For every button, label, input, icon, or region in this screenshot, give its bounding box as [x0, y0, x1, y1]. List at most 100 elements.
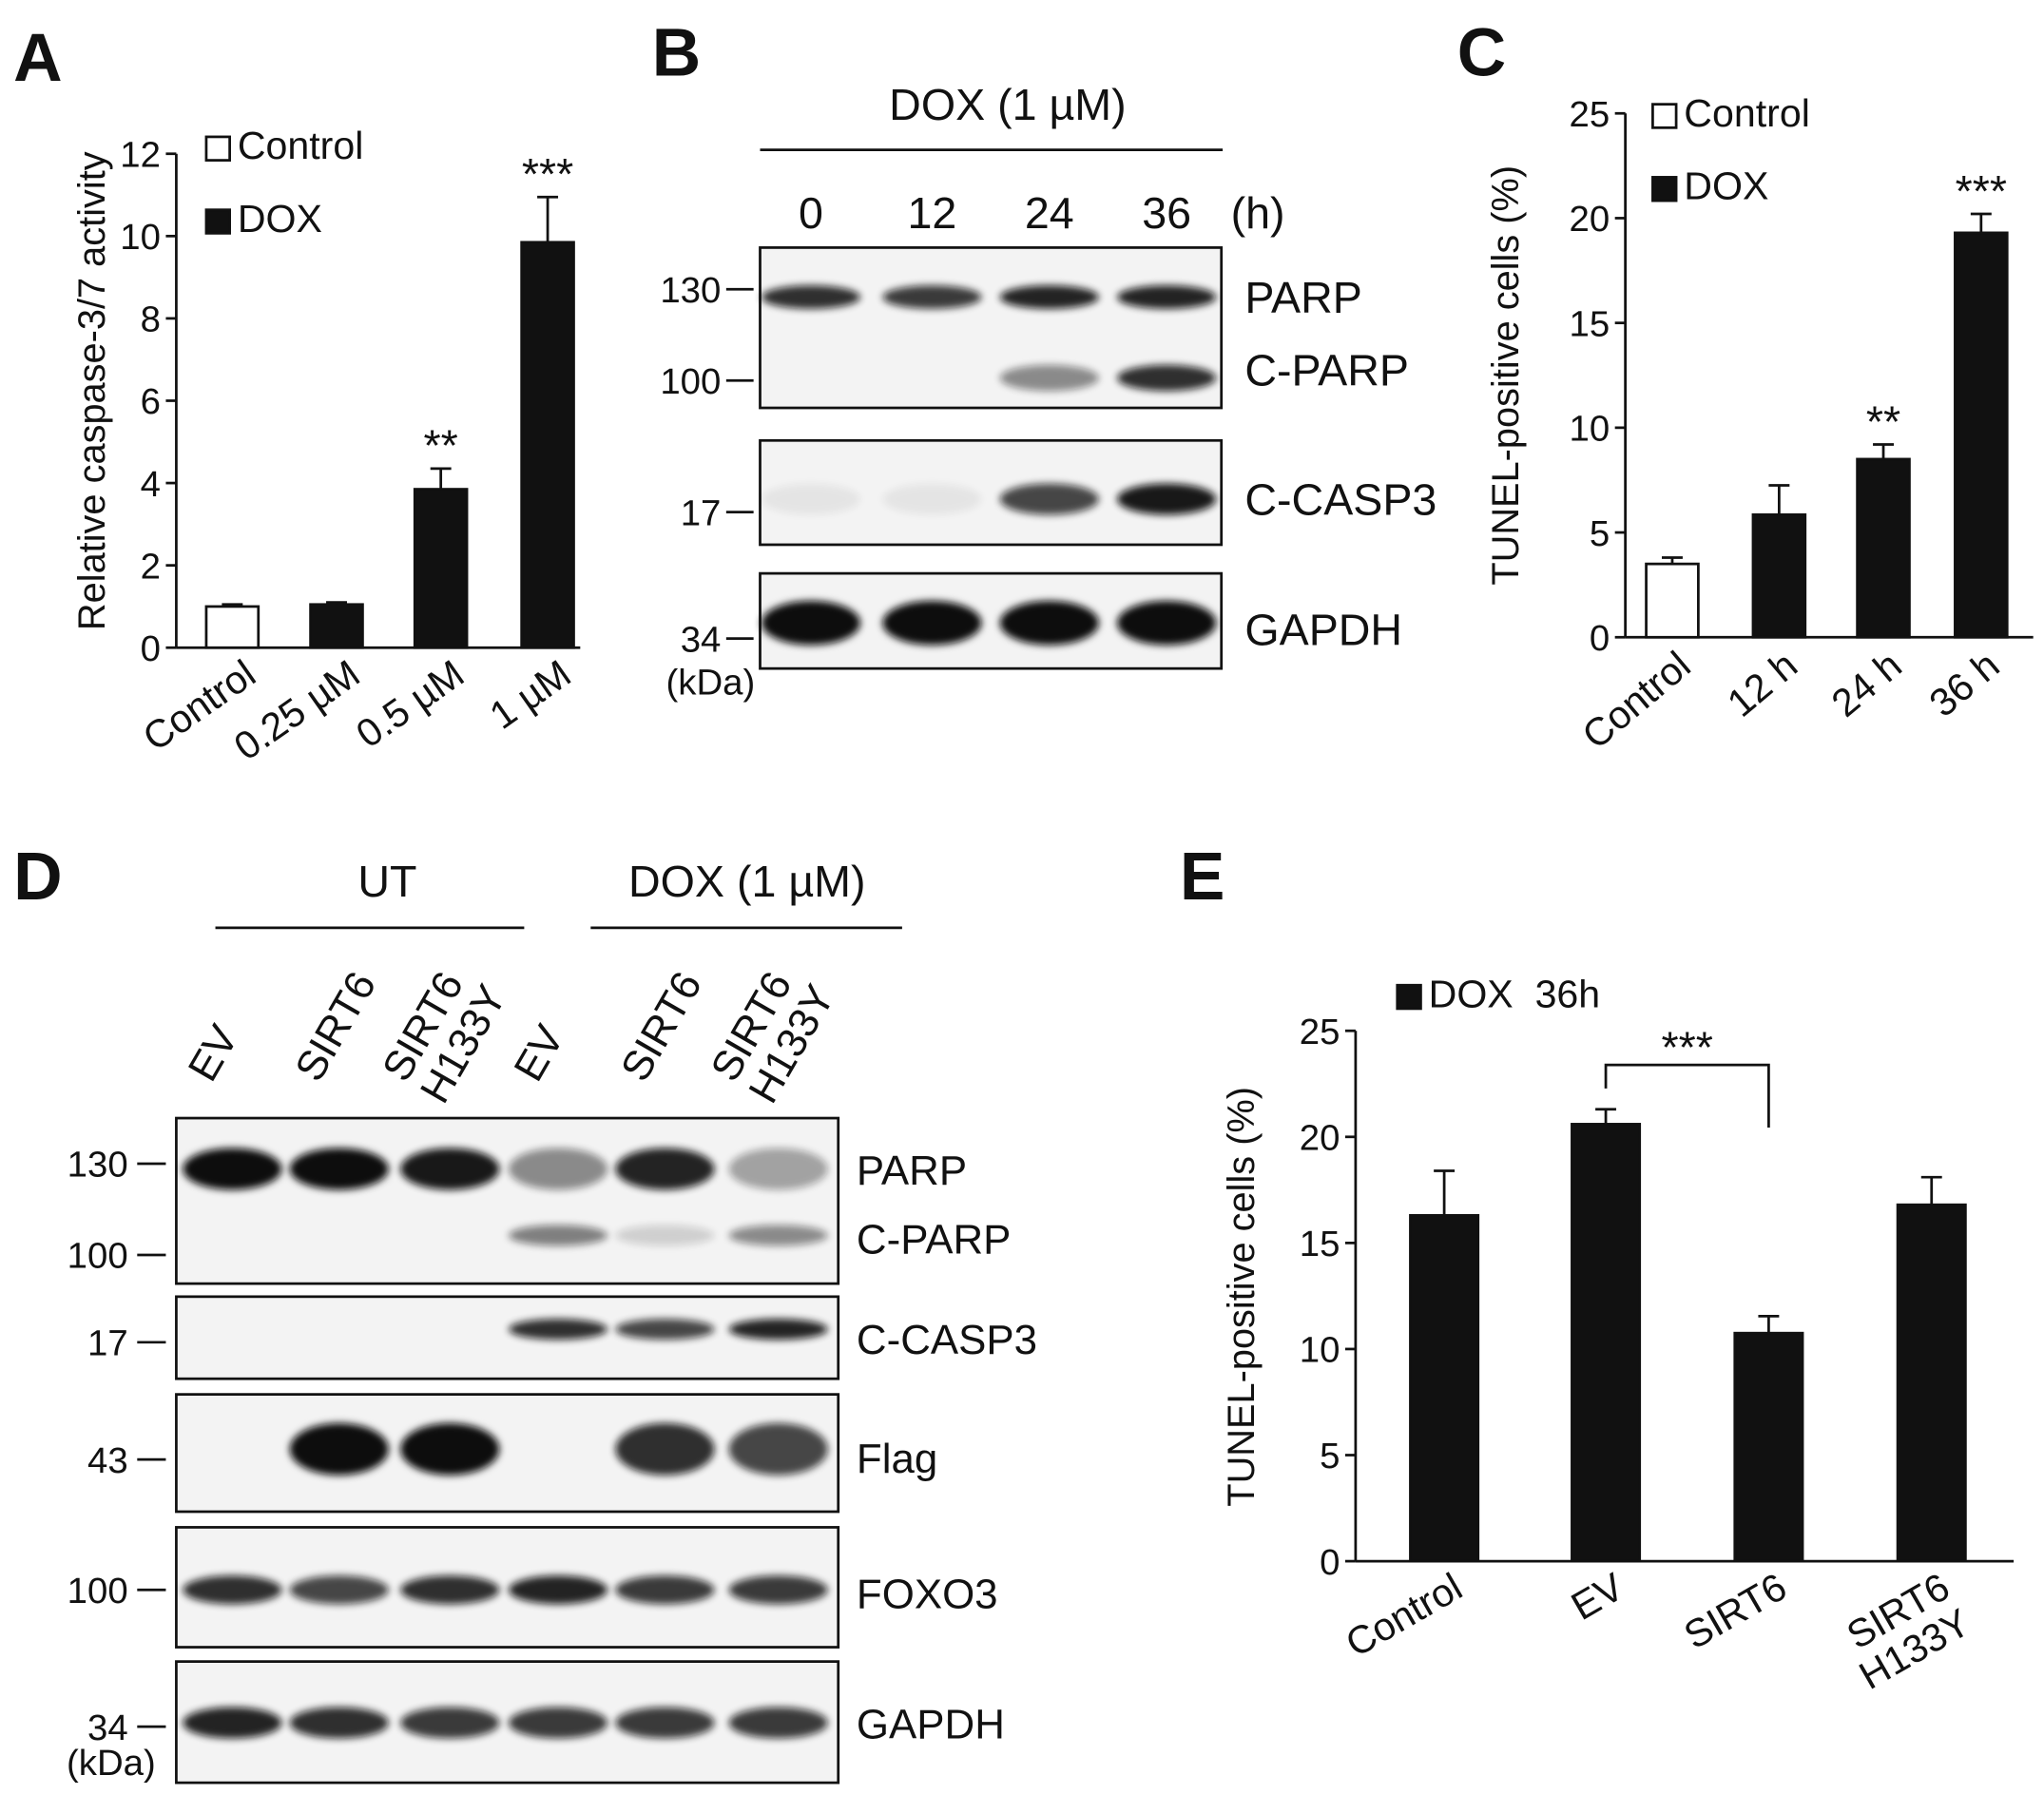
x-tick-label: SIRT6H133Y: [1831, 1565, 1977, 1698]
y-tick-label: 25: [1300, 1012, 1340, 1052]
bar: [309, 603, 364, 649]
bar: [413, 488, 469, 649]
blot-band: [999, 600, 1099, 646]
blot-box: [175, 1116, 840, 1285]
x-tick-label: Control: [1574, 643, 1699, 757]
y-tick-label: 4: [141, 464, 161, 505]
x-tick-label: SIRT6: [1677, 1565, 1794, 1658]
significance-bracket: [1604, 1063, 1770, 1128]
error-bar: [1758, 1314, 1780, 1334]
bar: [204, 605, 260, 649]
y-axis-label: TUNEL-positive cells (%): [1221, 1087, 1263, 1507]
y-tick-label: 20: [1300, 1117, 1340, 1158]
y-tick-label: 2: [141, 546, 161, 587]
lane-label: SIRT6: [612, 964, 711, 1089]
blot-band: [728, 1707, 828, 1739]
legend-swatch: [204, 135, 231, 162]
blot-band: [999, 364, 1099, 392]
x-tick-label: Control: [1339, 1565, 1470, 1666]
significance-label: **: [424, 421, 458, 471]
band-label: C-PARP: [857, 1217, 1011, 1264]
blot-band: [400, 1575, 500, 1605]
blot-band: [183, 1707, 282, 1739]
y-tick-label: 15: [1300, 1224, 1340, 1264]
blot-band: [728, 1225, 828, 1246]
blot-band: [289, 1422, 389, 1476]
legend-swatch: [1396, 983, 1422, 1011]
bar: [1954, 231, 2009, 639]
blot-band: [183, 1148, 282, 1190]
y-tick-label: 12: [120, 134, 161, 175]
error-bar: [1970, 212, 1992, 233]
blot-band: [508, 1707, 608, 1739]
blot-band: [400, 1148, 500, 1190]
bar: [1733, 1331, 1804, 1563]
band-label: C-PARP: [1244, 346, 1409, 396]
bar: [1645, 562, 1700, 639]
blot-band: [728, 1575, 828, 1605]
lane-label: 36: [1142, 188, 1191, 238]
y-tick-label: 0: [1590, 618, 1610, 659]
error-bar: [1768, 484, 1790, 515]
blot-band: [400, 1422, 500, 1476]
size-marker: 130: [67, 1145, 128, 1186]
blot-band: [882, 285, 982, 309]
size-marker: 130: [660, 270, 721, 311]
blot-band: [728, 1148, 828, 1190]
bar: [1856, 457, 1911, 639]
y-tick-label: 10: [1570, 409, 1610, 450]
y-tick-label: 0: [141, 628, 161, 669]
band-label: FOXO3: [857, 1571, 998, 1617]
significance-label: **: [1866, 396, 1900, 446]
blot-band: [615, 1225, 715, 1246]
y-tick-label: 5: [1320, 1436, 1340, 1476]
y-tick-label: 0: [1320, 1542, 1340, 1583]
lane-label: 12: [908, 188, 957, 238]
group-label: UT: [357, 857, 416, 906]
blot-band: [728, 1319, 828, 1341]
x-tick-label: 24 h: [1823, 643, 1910, 725]
blot-band: [289, 1707, 389, 1739]
band-label: C-CASP3: [1244, 474, 1437, 524]
legend-label: DOX: [1684, 164, 1768, 208]
blot-band: [1117, 364, 1217, 392]
blot-band: [508, 1319, 608, 1341]
lane-label: 24: [1025, 188, 1074, 238]
blot-band: [615, 1422, 715, 1476]
lane-label: SIRT6H133Y: [702, 955, 843, 1111]
error-bar: [326, 601, 347, 605]
legend-label: Control: [1684, 91, 1810, 135]
significance-label: ***: [522, 149, 573, 199]
blot-box: [175, 1660, 840, 1785]
legend-swatch: [1651, 103, 1678, 129]
lane-label: 0: [799, 188, 823, 238]
band-label: PARP: [857, 1148, 967, 1194]
blot-band: [508, 1575, 608, 1605]
size-marker: 100: [67, 1236, 128, 1277]
bar: [1896, 1203, 1967, 1563]
size-unit: (kDa): [666, 663, 756, 704]
size-marker: 34: [87, 1708, 128, 1748]
band-label: PARP: [1244, 273, 1361, 322]
blot-band: [508, 1148, 608, 1190]
blot-box: [175, 1393, 840, 1514]
size-marker: 34: [681, 619, 722, 660]
x-tick-label: 0.5 µM: [348, 651, 472, 756]
panel-label: A: [13, 20, 62, 96]
lane-label: SIRT6: [286, 964, 385, 1089]
blot-band: [761, 600, 861, 646]
size-marker: 17: [87, 1323, 128, 1364]
blot-band: [400, 1707, 500, 1739]
panel-label: D: [13, 839, 62, 915]
y-axis-label: TUNEL-positive cells (%): [1485, 165, 1527, 586]
band-label: GAPDH: [857, 1702, 1005, 1748]
blot-band: [289, 1575, 389, 1605]
blot-band: [183, 1575, 282, 1605]
error-bar: [1595, 1108, 1617, 1125]
bar: [1571, 1123, 1642, 1563]
x-tick-label: EV: [1564, 1564, 1631, 1629]
x-tick-label: 1 µM: [482, 651, 579, 738]
legend-label: Control: [238, 124, 364, 167]
